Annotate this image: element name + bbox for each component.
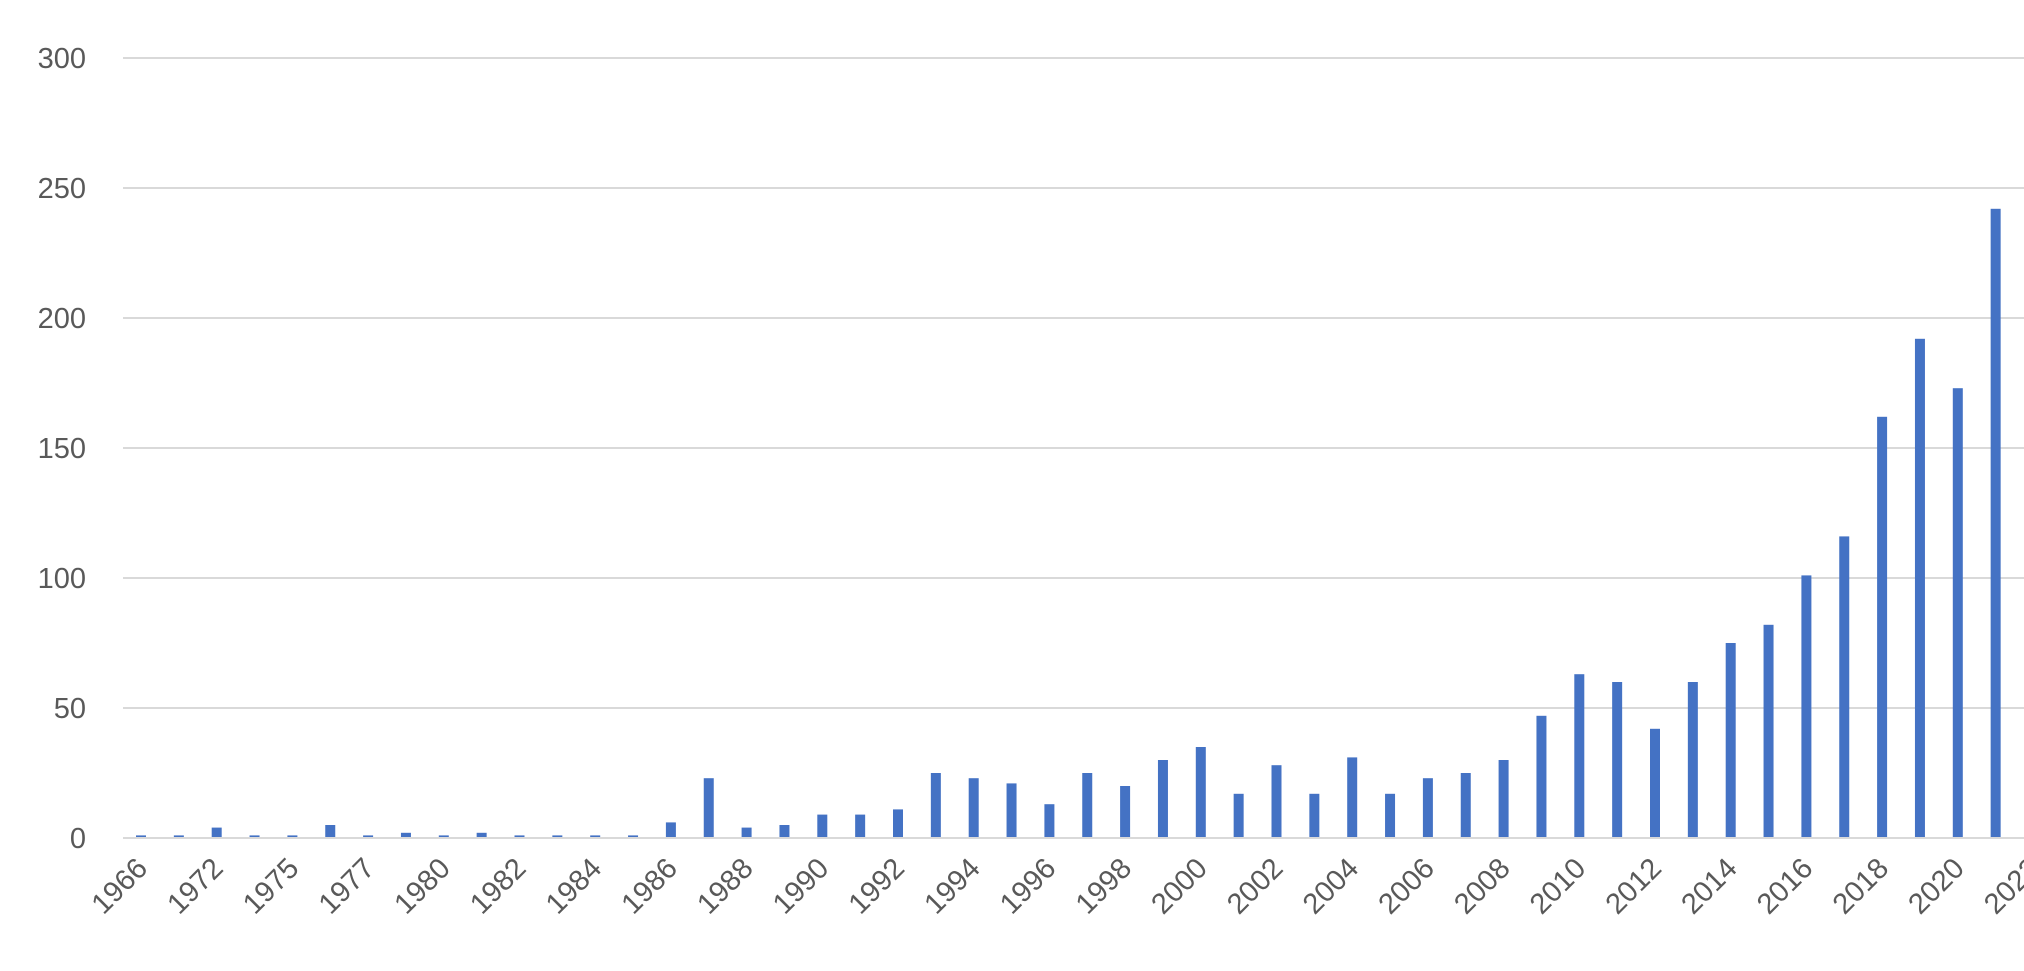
bar (438, 835, 449, 838)
x-tick-label: 2000 (1146, 852, 1214, 920)
x-axis-tick-labels: 1966 1972 1975 1977 1980 1982 1984 1986 1988 1990… (86, 852, 2024, 920)
bar (893, 809, 903, 838)
bars (136, 208, 2001, 839)
x-tick-label: 1966 (86, 852, 154, 920)
bar (628, 835, 639, 838)
bar (1801, 575, 1812, 838)
x-tick-label: 2020 (1903, 852, 1971, 920)
bar (1498, 760, 1509, 838)
bar (703, 778, 714, 838)
bar (1347, 757, 1358, 838)
bar (779, 825, 790, 838)
bar (1612, 682, 1623, 838)
bar (1385, 793, 1396, 838)
x-tick-label: 2016 (1751, 852, 1819, 920)
bar (1422, 778, 1433, 838)
bar (552, 835, 563, 838)
x-tick-label: 2010 (1524, 852, 1592, 920)
bar (249, 835, 260, 838)
x-tick-label: 1988 (691, 852, 759, 920)
bar (476, 832, 487, 838)
bar (1574, 674, 1585, 838)
bar (1233, 793, 1244, 838)
y-tick-label: 200 (38, 303, 86, 335)
bar (136, 835, 146, 838)
bar (1044, 804, 1055, 838)
bar (1914, 338, 1925, 838)
x-tick-label: 2022 (1978, 852, 2024, 920)
x-tick-label: 1980 (389, 852, 457, 920)
x-tick-label: 2018 (1827, 852, 1895, 920)
y-tick-label: 0 (70, 823, 86, 855)
bar (173, 835, 184, 838)
bar (287, 835, 298, 838)
bar (817, 814, 828, 838)
bar (1006, 783, 1017, 838)
x-tick-label: 1996 (994, 852, 1062, 920)
y-tick-label: 300 (38, 43, 86, 75)
bar (1082, 773, 1093, 838)
x-tick-label: 1998 (1070, 852, 1138, 920)
bar (400, 832, 411, 838)
x-tick-label: 1986 (616, 852, 684, 920)
bar (1195, 747, 1206, 838)
bar (1157, 760, 1168, 838)
x-tick-label: 1972 (161, 852, 229, 920)
x-tick-label: 1992 (843, 852, 911, 920)
y-tick-label: 50 (54, 693, 86, 725)
bar (968, 778, 979, 838)
x-tick-label: 2006 (1373, 852, 1441, 920)
bar (1763, 624, 1774, 838)
bar (855, 814, 866, 838)
y-tick-label: 100 (38, 563, 86, 595)
x-tick-label: 1982 (464, 852, 532, 920)
x-tick-label: 1990 (767, 852, 835, 920)
bar (1271, 765, 1282, 838)
y-tick-label: 150 (38, 433, 86, 465)
bar (1120, 786, 1131, 838)
x-tick-label: 1994 (918, 852, 986, 920)
bar (1990, 208, 2001, 839)
bar (1536, 715, 1547, 838)
x-tick-label: 2004 (1297, 852, 1365, 920)
x-tick-label: 1977 (313, 852, 381, 920)
bar (741, 827, 752, 838)
x-tick-label: 2008 (1448, 852, 1516, 920)
x-tick-label: 1975 (237, 852, 305, 920)
bar (1309, 793, 1320, 838)
bar (211, 827, 222, 838)
bar (1460, 773, 1471, 838)
x-tick-label: 1984 (540, 852, 608, 920)
gridlines (123, 57, 2024, 709)
bar (1650, 728, 1660, 838)
x-tick-label: 2012 (1600, 852, 1668, 920)
bar (1725, 643, 1736, 838)
x-tick-label: 2002 (1221, 852, 1289, 920)
bar (514, 835, 525, 838)
bar (1877, 416, 1888, 838)
x-tick-label: 2014 (1675, 852, 1743, 920)
bar (1839, 536, 1850, 838)
bar (1687, 682, 1698, 838)
bar (590, 835, 601, 838)
bar (930, 773, 941, 838)
bar (325, 825, 336, 838)
y-axis-tick-labels: 0 50 100 150 200 250 300 (38, 43, 86, 855)
bar (363, 835, 374, 838)
y-tick-label: 250 (38, 173, 86, 205)
bar (1952, 388, 1963, 838)
bar (665, 822, 676, 838)
